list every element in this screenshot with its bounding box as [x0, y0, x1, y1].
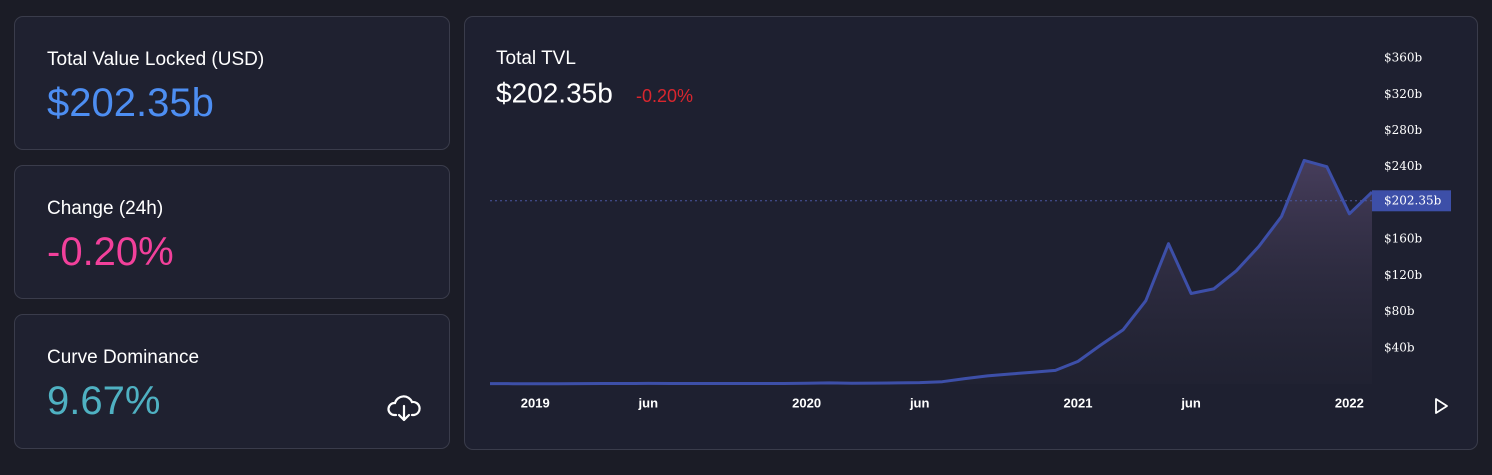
- card-value: -0.20%: [47, 230, 174, 274]
- current-label: $202.35b: [1384, 193, 1442, 207]
- x-tick-label: 2022: [1335, 395, 1364, 410]
- change-card: Change (24h) -0.20%: [14, 165, 450, 299]
- chart-subtitle: $202.35b: [496, 77, 613, 108]
- x-tick-label: 2021: [1064, 395, 1093, 410]
- x-tick-label: 2020: [792, 395, 821, 410]
- area-line: [489, 158, 1374, 386]
- area-fill: [490, 160, 1372, 384]
- chart-title: Total TVL: [496, 48, 576, 69]
- card-label: Change (24h): [47, 198, 164, 219]
- y-tick-label: $160b: [1384, 232, 1423, 246]
- x-tick-label: jun: [909, 395, 930, 410]
- y-tick-label: $40b: [1384, 340, 1415, 354]
- dominance-card: Curve Dominance 9.67%: [14, 314, 450, 449]
- tvl-card: Total Value Locked (USD) $202.35b: [14, 16, 450, 150]
- card-value: $202.35b: [47, 81, 214, 125]
- download-icon[interactable]: [387, 393, 421, 423]
- y-tick-label: $80b: [1384, 304, 1415, 318]
- current-badge: [1372, 190, 1451, 212]
- y-tick-label: $360b: [1384, 51, 1423, 65]
- play-button[interactable]: [1435, 398, 1448, 414]
- x-tick-label: jun: [638, 395, 659, 410]
- x-tick-label: jun: [1180, 395, 1201, 410]
- card-value: 9.67%: [47, 379, 161, 423]
- x-tick-label: 2019: [521, 395, 550, 410]
- chart-change: -0.20%: [636, 86, 693, 106]
- y-tick-label: $120b: [1384, 268, 1423, 282]
- y-tick-label: $280b: [1384, 123, 1423, 137]
- y-tick-label: $240b: [1384, 159, 1423, 173]
- card-label: Curve Dominance: [47, 347, 200, 368]
- card-label: Total Value Locked (USD): [47, 49, 265, 70]
- y-tick-label: $320b: [1384, 87, 1423, 101]
